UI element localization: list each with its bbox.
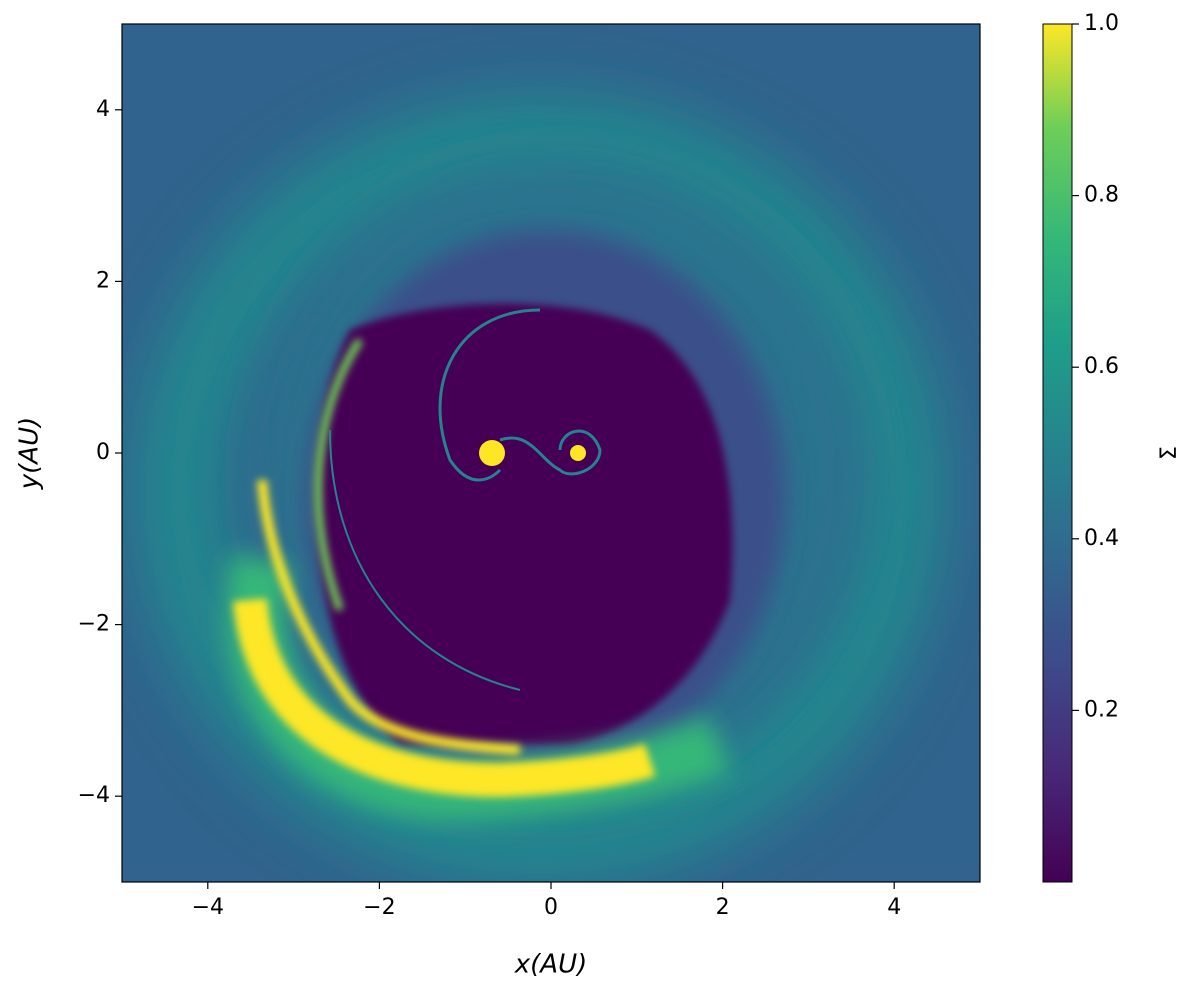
y-tick-label: −2 (78, 612, 110, 637)
y-tick-label: −4 (78, 783, 110, 808)
colorbar-tick-label: 1.0 (1084, 11, 1119, 36)
colorbar-label: Σ (1157, 446, 1182, 460)
colorbar (1042, 23, 1073, 883)
y-tick-label: 0 (96, 440, 110, 465)
x-axis-label: x(AU) (514, 950, 588, 980)
colorbar-tick-label: 0.6 (1084, 354, 1119, 379)
y-axis-label: y(AU) (15, 417, 45, 491)
y-tick-label: 2 (96, 268, 110, 293)
x-tick-label: −4 (192, 895, 224, 920)
x-tick-label: 2 (716, 895, 730, 920)
colorbar-tick-label: 0.2 (1084, 697, 1119, 722)
colorbar-tick-label: 0.4 (1084, 526, 1119, 551)
density-field (122, 24, 980, 882)
x-tick-label: 0 (544, 895, 558, 920)
x-tick-label: −2 (363, 895, 395, 920)
y-tick-label: 4 (96, 97, 110, 122)
x-tick-label: 4 (887, 895, 901, 920)
colorbar-tick-label: 0.8 (1084, 183, 1119, 208)
